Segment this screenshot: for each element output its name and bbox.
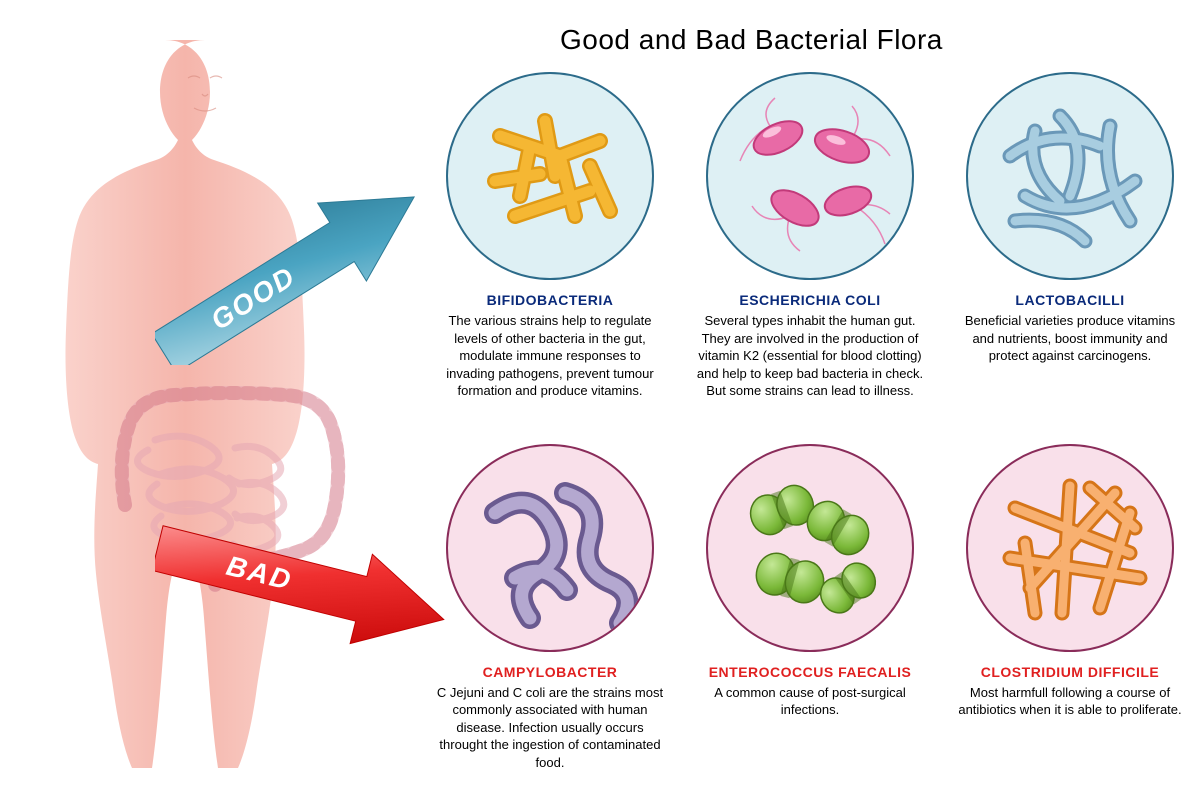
bacteria-name: ENTEROCOCCUS FAECALIS: [709, 664, 912, 680]
enterococcus-icon: [720, 458, 900, 638]
bacteria-name: BIFIDOBACTERIA: [487, 292, 614, 308]
bacteria-circle: [966, 444, 1174, 652]
bacteria-desc: Most harmfull following a course of anti…: [955, 684, 1185, 719]
bacteria-name: LACTOBACILLI: [1015, 292, 1124, 308]
bacteria-name: CLOSTRIDIUM DIFFICILE: [981, 664, 1160, 680]
bacteria-cell: LACTOBACILLI Beneficial varieties produc…: [950, 72, 1190, 400]
bad-arrow-icon: BAD: [155, 498, 475, 648]
bacteria-name: CAMPYLOBACTER: [483, 664, 618, 680]
bacteria-desc: The various strains help to regulate lev…: [435, 312, 665, 400]
lactobacilli-icon: [980, 86, 1160, 266]
bifidobacteria-icon: [460, 86, 640, 266]
bacteria-desc: A common cause of post-surgical infectio…: [695, 684, 925, 719]
bacteria-cell: CLOSTRIDIUM DIFFICILE Most harmfull foll…: [950, 444, 1190, 772]
bacteria-desc: C Jejuni and C coli are the strains most…: [435, 684, 665, 772]
bacteria-grid: BIFIDOBACTERIA The various strains help …: [430, 72, 1190, 771]
bacteria-cell: CAMPYLOBACTER C Jejuni and C coli are th…: [430, 444, 670, 772]
bacteria-desc: Beneficial varieties produce vitamins an…: [955, 312, 1185, 365]
campylobacter-icon: [460, 458, 640, 638]
clostridium-icon: [980, 458, 1160, 638]
bacteria-desc: Several types inhabit the human gut. The…: [695, 312, 925, 400]
good-arrow-icon: GOOD: [155, 195, 475, 365]
bacteria-name: ESCHERICHIA COLI: [739, 292, 880, 308]
bacteria-circle: [446, 444, 654, 652]
bacteria-circle: [706, 444, 914, 652]
bacteria-cell: BIFIDOBACTERIA The various strains help …: [430, 72, 670, 400]
bacteria-cell: ESCHERICHIA COLI Several types inhabit t…: [690, 72, 930, 400]
human-body-icon: [20, 30, 390, 790]
ecoli-icon: [720, 86, 900, 266]
bacteria-cell: ENTEROCOCCUS FAECALIS A common cause of …: [690, 444, 930, 772]
bacteria-circle: [706, 72, 914, 280]
page-title: Good and Bad Bacterial Flora: [560, 24, 943, 56]
bacteria-circle: [966, 72, 1174, 280]
bacteria-circle: [446, 72, 654, 280]
